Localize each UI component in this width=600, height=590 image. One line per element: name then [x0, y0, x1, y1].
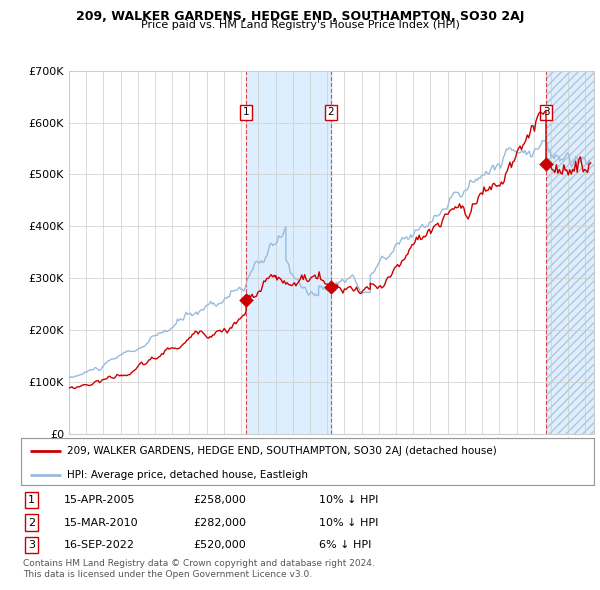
Text: 1: 1	[28, 495, 35, 505]
Point	[241, 295, 251, 304]
Point	[541, 159, 551, 169]
Text: 2: 2	[328, 107, 334, 117]
Text: 15-MAR-2010: 15-MAR-2010	[64, 517, 139, 527]
Text: HPI: Average price, detached house, Eastleigh: HPI: Average price, detached house, East…	[67, 470, 308, 480]
Text: £258,000: £258,000	[193, 495, 246, 505]
Text: 10% ↓ HPI: 10% ↓ HPI	[319, 495, 379, 505]
Text: Price paid vs. HM Land Registry's House Price Index (HPI): Price paid vs. HM Land Registry's House …	[140, 20, 460, 30]
Text: 15-APR-2005: 15-APR-2005	[64, 495, 136, 505]
Text: 3: 3	[28, 540, 35, 550]
Text: Contains HM Land Registry data © Crown copyright and database right 2024.: Contains HM Land Registry data © Crown c…	[23, 559, 374, 568]
Text: 16-SEP-2022: 16-SEP-2022	[64, 540, 135, 550]
Text: 1: 1	[243, 107, 250, 117]
Point	[326, 283, 335, 292]
Text: 2: 2	[28, 517, 35, 527]
Bar	[546, 71, 594, 434]
Text: 3: 3	[542, 107, 549, 117]
Text: 6% ↓ HPI: 6% ↓ HPI	[319, 540, 371, 550]
Bar	[246, 71, 331, 434]
Text: 10% ↓ HPI: 10% ↓ HPI	[319, 517, 379, 527]
Text: £282,000: £282,000	[193, 517, 246, 527]
Bar	[546, 71, 594, 434]
Text: £520,000: £520,000	[193, 540, 245, 550]
Text: 209, WALKER GARDENS, HEDGE END, SOUTHAMPTON, SO30 2AJ (detached house): 209, WALKER GARDENS, HEDGE END, SOUTHAMP…	[67, 446, 497, 456]
Text: This data is licensed under the Open Government Licence v3.0.: This data is licensed under the Open Gov…	[23, 570, 312, 579]
Text: 209, WALKER GARDENS, HEDGE END, SOUTHAMPTON, SO30 2AJ: 209, WALKER GARDENS, HEDGE END, SOUTHAMP…	[76, 10, 524, 23]
